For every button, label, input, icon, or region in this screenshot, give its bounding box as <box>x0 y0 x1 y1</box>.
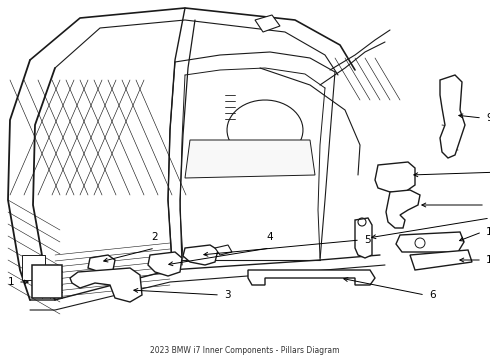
Text: 4: 4 <box>267 232 273 242</box>
Polygon shape <box>255 15 280 32</box>
Polygon shape <box>396 232 464 252</box>
Text: 5: 5 <box>364 235 370 245</box>
Polygon shape <box>410 250 472 270</box>
Text: 9: 9 <box>486 113 490 123</box>
Text: 3: 3 <box>224 290 231 300</box>
Polygon shape <box>32 265 62 298</box>
Polygon shape <box>248 270 375 285</box>
Polygon shape <box>355 218 372 258</box>
Text: 10: 10 <box>486 227 490 237</box>
Polygon shape <box>440 75 465 158</box>
Text: 6: 6 <box>429 290 436 300</box>
Text: 11: 11 <box>486 255 490 265</box>
Text: 1: 1 <box>7 277 14 287</box>
Polygon shape <box>183 245 218 265</box>
Polygon shape <box>375 162 415 192</box>
Polygon shape <box>70 268 142 302</box>
Text: 2: 2 <box>152 232 158 242</box>
Polygon shape <box>185 140 315 178</box>
Polygon shape <box>22 255 45 280</box>
Polygon shape <box>386 190 420 228</box>
Polygon shape <box>215 245 232 255</box>
Polygon shape <box>88 255 115 272</box>
Text: 12: 12 <box>489 200 490 210</box>
Polygon shape <box>148 252 182 276</box>
Text: 2023 BMW i7 Inner Components - Pillars Diagram: 2023 BMW i7 Inner Components - Pillars D… <box>150 346 340 355</box>
